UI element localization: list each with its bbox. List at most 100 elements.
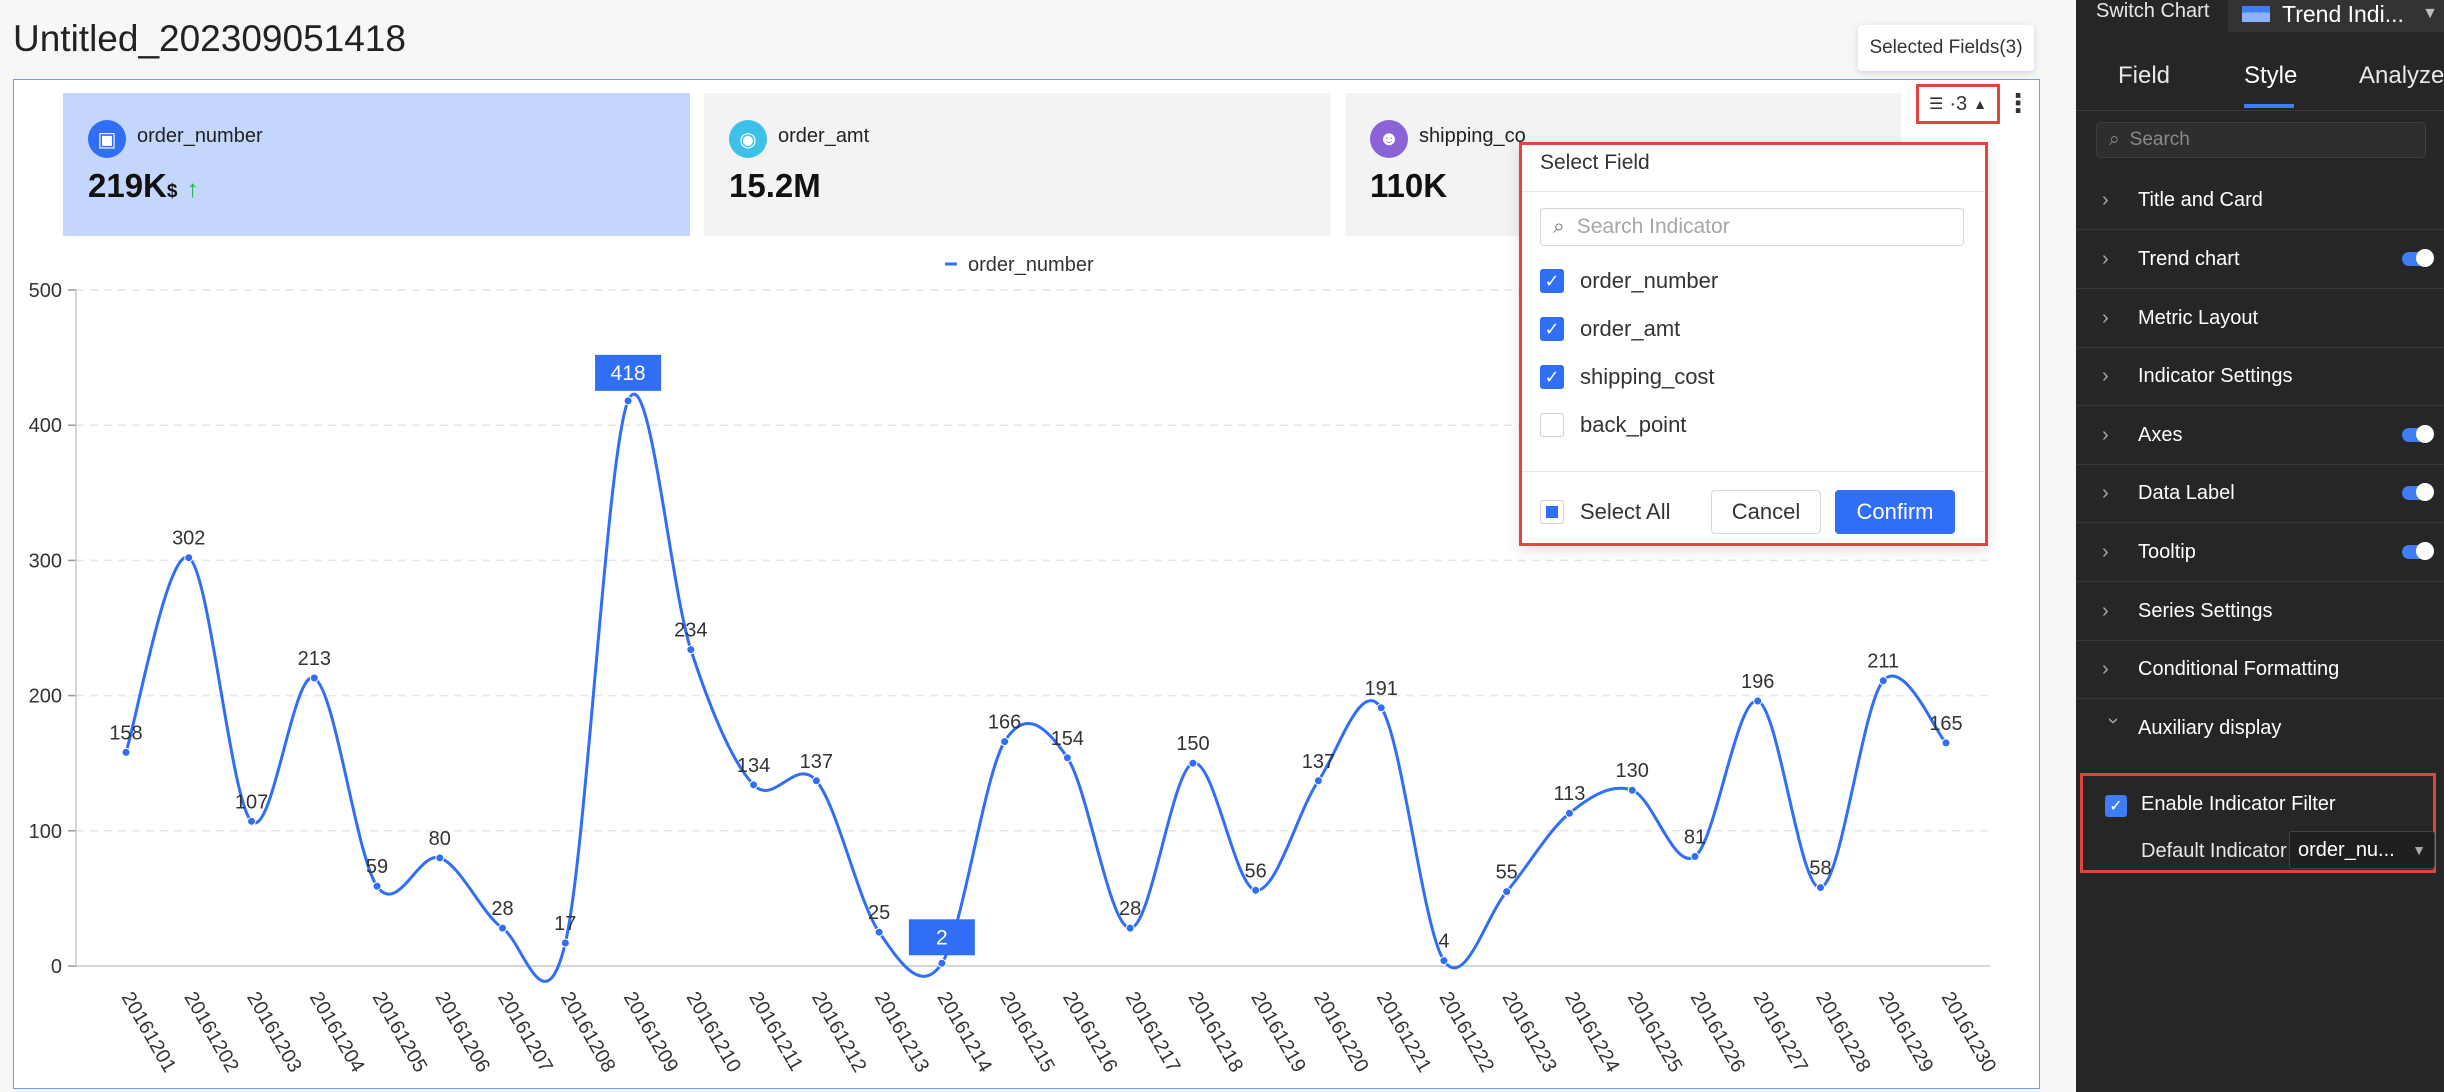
data-point <box>1941 738 1951 748</box>
section-metric-layout[interactable]: › Metric Layout <box>2076 289 2444 348</box>
data-point <box>247 816 257 826</box>
x-tick-label: 20161210 <box>681 988 745 1076</box>
indicator-card-order-number[interactable]: ▣ order_number 219K$ ↑ <box>63 93 690 236</box>
x-tick-label: 20161220 <box>1309 988 1373 1076</box>
default-indicator-value: order_nu... <box>2298 838 2395 861</box>
toggle-switch[interactable] <box>2402 483 2434 501</box>
tab-field[interactable]: Field <box>2118 62 2171 89</box>
data-label: 107 <box>235 791 268 813</box>
y-tick-label: 200 <box>29 686 62 708</box>
data-point <box>184 553 194 563</box>
data-label: 17 <box>554 913 576 935</box>
chevron-right-icon: › <box>2102 657 2109 680</box>
checkbox-partial-icon[interactable] <box>1540 500 1564 524</box>
data-label: 25 <box>868 902 890 924</box>
chevron-right-icon: › <box>2102 423 2109 446</box>
data-point <box>623 396 633 406</box>
section-data-label[interactable]: › Data Label <box>2076 464 2444 523</box>
data-point <box>560 938 570 948</box>
trend-chart-icon <box>2242 6 2270 22</box>
data-label: 166 <box>988 712 1021 734</box>
section-conditional-formatting[interactable]: › Conditional Formatting <box>2076 640 2444 699</box>
data-point <box>686 645 696 655</box>
data-label: 302 <box>172 528 205 550</box>
x-tick-label: 20161203 <box>242 988 306 1076</box>
caret-down-icon: ▼ <box>2412 842 2426 858</box>
x-tick-label: 20161217 <box>1121 988 1185 1076</box>
data-label: 158 <box>109 722 142 744</box>
section-axes[interactable]: › Axes <box>2076 406 2444 465</box>
default-indicator-select[interactable]: order_nu... ▼ <box>2289 831 2435 869</box>
option-back-point[interactable]: back_point <box>1540 410 1686 440</box>
enable-indicator-filter-label: Enable Indicator Filter <box>2141 793 2336 815</box>
settings-panel: Switch Chart Trend Indi... ▼ Field Style… <box>2076 0 2444 1092</box>
checkbox-unchecked-icon[interactable] <box>1540 413 1564 437</box>
checkbox-checked-icon[interactable]: ✓ <box>1540 317 1564 341</box>
indicator-card-order-amt[interactable]: ◉ order_amt 15.2M <box>704 93 1331 236</box>
section-indicator-settings[interactable]: › Indicator Settings <box>2076 347 2444 406</box>
trend-chart: 0 100 200 300 400 500 order_number 158 20161201 3… <box>29 254 2001 1076</box>
indicator-search-input[interactable] <box>1574 214 1949 240</box>
data-point <box>749 780 759 790</box>
style-search[interactable]: ⌕ <box>2096 122 2426 158</box>
page-title: Untitled_202309051418 <box>13 18 406 59</box>
chevron-right-icon: › <box>2102 599 2109 622</box>
section-series-settings[interactable]: › Series Settings <box>2076 582 2444 641</box>
data-label: 4 <box>1438 931 1449 953</box>
tab-style[interactable]: Style <box>2244 62 2298 89</box>
checkbox-checked-icon[interactable]: ✓ <box>1540 269 1564 293</box>
data-label: 154 <box>1051 728 1084 750</box>
data-point <box>1502 887 1512 897</box>
card-name: order_amt <box>778 125 870 147</box>
toggle-switch[interactable] <box>2402 542 2434 560</box>
active-tab-indicator <box>2244 104 2294 108</box>
option-order-amt[interactable]: ✓ order_amt <box>1540 314 1680 344</box>
option-label: shipping_cost <box>1580 364 1715 389</box>
search-icon: ⌕ <box>1553 215 1565 238</box>
tab-analyze[interactable]: Analyze <box>2359 62 2444 89</box>
section-label: Conditional Formatting <box>2138 657 2340 680</box>
x-tick-label: 20161230 <box>1937 988 2001 1076</box>
option-shipping-cost[interactable]: ✓ shipping_cost <box>1540 362 1715 392</box>
toggle-switch[interactable] <box>2402 425 2434 443</box>
checkbox-checked-icon[interactable]: ✓ <box>1540 365 1564 389</box>
highlight-label-box <box>595 354 662 391</box>
data-point <box>1376 703 1386 713</box>
eye-icon: ◉ <box>729 120 767 158</box>
data-point <box>937 958 947 968</box>
confirm-button[interactable]: Confirm <box>1835 490 1955 534</box>
card-unit: $ <box>166 181 178 202</box>
chevron-right-icon: › <box>2102 247 2109 270</box>
select-all[interactable]: Select All <box>1540 497 1671 527</box>
toggle-switch[interactable] <box>2402 249 2434 267</box>
data-point <box>309 673 319 683</box>
option-order-number[interactable]: ✓ order_number <box>1540 266 1718 296</box>
field-list-icon: ☰ <box>1929 96 1944 113</box>
cancel-button[interactable]: Cancel <box>1711 490 1821 534</box>
card-value: 15.2M <box>729 167 821 204</box>
selected-fields-button[interactable]: ☰ ·3 ▲ <box>1916 84 2000 124</box>
chart-type-select[interactable]: Trend Indi... ▼ <box>2228 0 2444 32</box>
chevron-right-icon: › <box>2102 540 2109 563</box>
section-auxiliary-display[interactable]: › Auxiliary display <box>2076 699 2444 757</box>
checkbox-checked-icon[interactable]: ✓ <box>2105 795 2127 817</box>
section-trend-chart[interactable]: › Trend chart <box>2076 230 2444 289</box>
x-tick-label: 20161206 <box>430 988 494 1076</box>
select-all-label: Select All <box>1580 499 1671 524</box>
divider <box>1522 191 1985 192</box>
data-point <box>1564 808 1574 818</box>
data-label: 165 <box>1929 713 1962 735</box>
section-label: Metric Layout <box>2138 306 2259 329</box>
more-icon[interactable]: ⋮ <box>2005 88 2031 118</box>
wallet-icon: ▣ <box>88 120 126 158</box>
y-tick-label: 400 <box>29 415 62 437</box>
section-title-and-card[interactable]: › Title and Card <box>2076 171 2444 230</box>
section-tooltip[interactable]: › Tooltip <box>2076 523 2444 582</box>
data-point <box>435 853 445 863</box>
style-search-input[interactable] <box>2127 128 2412 152</box>
x-tick-label: 20161212 <box>807 988 871 1076</box>
y-tick-label: 100 <box>29 821 62 843</box>
x-tick-label: 20161208 <box>556 988 620 1076</box>
indicator-search[interactable]: ⌕ <box>1540 208 1964 246</box>
data-label: 55 <box>1496 862 1518 884</box>
